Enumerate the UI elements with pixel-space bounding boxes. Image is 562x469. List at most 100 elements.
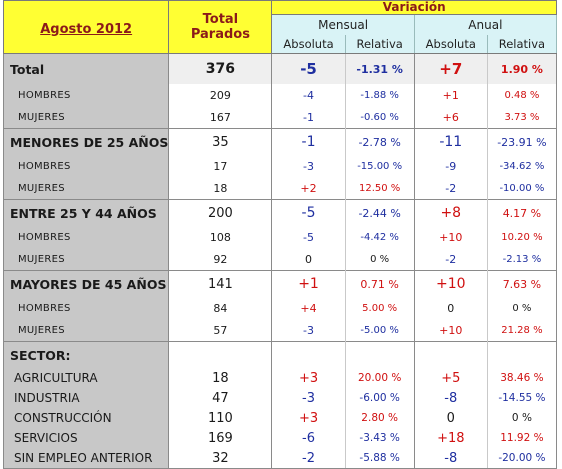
anual-absoluta-value: +10 (413, 270, 488, 297)
anual-absoluta-value: 0 (413, 297, 488, 319)
mensual-relativa-value: -5.00 % (344, 319, 415, 342)
anual-absoluta-value: +5 (413, 368, 488, 388)
row-total: 110 (168, 408, 273, 428)
anual-absoluta-value: +10 (413, 226, 488, 248)
table-row: HOMBRES 17 -3 -15.00 % -9 -34.62 % (2, 155, 558, 177)
anual-relativa-value: -2.13 % (486, 248, 558, 271)
anual-relativa-value: 1.90 % (486, 53, 558, 84)
anual-absoluta-value: 0 (413, 408, 488, 428)
mensual-relativa-value: 5.00 % (344, 297, 415, 319)
empty-cell (271, 341, 346, 368)
table-row: CONSTRUCCIÓN 110 +3 2.80 % 0 0 % (2, 408, 558, 428)
total-header-line2: Parados (190, 27, 250, 42)
mensual-relativa-value: -1.31 % (344, 53, 415, 84)
table-row: MUJERES 167 -1 -0.60 % +6 3.73 % (2, 106, 558, 129)
mensual-absoluta-value: -5 (271, 199, 346, 226)
mensual-absoluta-value: +2 (271, 177, 346, 200)
row-total: 57 (168, 319, 273, 342)
mensual-absoluta-value: -1 (271, 128, 346, 155)
mensual-relativa-value: -5.88 % (344, 448, 415, 469)
row-total: 17 (168, 155, 273, 177)
table-row-entre-25-44: ENTRE 25 Y 44 AÑOS 200 -5 -2.44 % +8 4.1… (2, 199, 558, 226)
row-total: 18 (168, 368, 273, 388)
anual-relativa-header: Relativa (486, 35, 558, 55)
row-label: MENORES DE 25 AÑOS: (2, 128, 170, 155)
row-label: ENTRE 25 Y 44 AÑOS (2, 199, 170, 226)
empty-cell (344, 341, 415, 368)
row-label: MAYORES DE 45 AÑOS (2, 270, 170, 297)
mensual-relativa-value: 20.00 % (344, 368, 415, 388)
table-row: SERVICIOS 169 -6 -3.43 % +18 11.92 % (2, 428, 558, 448)
table-row: HOMBRES 84 +4 5.00 % 0 0 % (2, 297, 558, 319)
row-total: 209 (168, 84, 273, 106)
variacion-header: Variación (271, 0, 557, 15)
anual-absoluta-value: +6 (413, 106, 488, 129)
row-label: SERVICIOS (2, 428, 170, 448)
period-header-cell: Agosto 2012 (2, 0, 170, 54)
total-header-line1: Total (202, 12, 239, 27)
mensual-absoluta-value: +3 (271, 368, 346, 388)
table-row: AGRICULTURA 18 +3 20.00 % +5 38.46 % (2, 368, 558, 388)
mensual-relativa-header: Relativa (344, 35, 415, 55)
mensual-relativa-value: -3.43 % (344, 428, 415, 448)
row-label: HOMBRES (2, 84, 170, 106)
anual-absoluta-value: -2 (413, 248, 488, 271)
table-row: SIN EMPLEO ANTERIOR 32 -2 -5.88 % -8 -20… (2, 448, 558, 469)
row-total: 169 (168, 428, 273, 448)
mensual-absoluta-value: -4 (271, 84, 346, 106)
anual-absoluta-value: -8 (413, 448, 488, 469)
anual-relativa-value: 7.63 % (486, 270, 558, 297)
row-label: MUJERES (2, 319, 170, 342)
mensual-header: Mensual (271, 14, 415, 36)
row-total: 167 (168, 106, 273, 129)
row-label: AGRICULTURA (2, 368, 170, 388)
anual-absoluta-value: -2 (413, 177, 488, 200)
mensual-absoluta-value: +3 (271, 408, 346, 428)
mensual-absoluta-value: +1 (271, 270, 346, 297)
mensual-absoluta-value: +4 (271, 297, 346, 319)
row-total-empty (168, 341, 273, 368)
row-total: 47 (168, 388, 273, 408)
row-total: 200 (168, 199, 273, 226)
table-row: MUJERES 92 0 0 % -2 -2.13 % (2, 248, 558, 271)
row-label: HOMBRES (2, 155, 170, 177)
mensual-relativa-value: -4.42 % (344, 226, 415, 248)
mensual-relativa-value: 0.71 % (344, 270, 415, 297)
mensual-absoluta-value: -1 (271, 106, 346, 129)
anual-relativa-value: 0 % (486, 297, 558, 319)
anual-absoluta-value: -9 (413, 155, 488, 177)
mensual-absoluta-value: -2 (271, 448, 346, 469)
row-total: 32 (168, 448, 273, 469)
anual-relativa-value: 3.73 % (486, 106, 558, 129)
anual-relativa-value: -20.00 % (486, 448, 558, 469)
mensual-relativa-value: -15.00 % (344, 155, 415, 177)
row-total: 376 (168, 53, 273, 84)
mensual-relativa-value: 2.80 % (344, 408, 415, 428)
table-row-sector: SECTOR: (2, 341, 558, 368)
anual-relativa-value: -23.91 % (486, 128, 558, 155)
anual-absoluta-value: -11 (413, 128, 488, 155)
anual-relativa-value: 0.48 % (486, 84, 558, 106)
row-total: 18 (168, 177, 273, 200)
row-label: MUJERES (2, 177, 170, 200)
mensual-absoluta-value: -5 (271, 53, 346, 84)
mensual-absoluta-value: 0 (271, 248, 346, 271)
row-label: HOMBRES (2, 297, 170, 319)
table-row: HOMBRES 209 -4 -1.88 % +1 0.48 % (2, 84, 558, 106)
mensual-absoluta-value: -3 (271, 155, 346, 177)
empty-cell (413, 341, 488, 368)
mensual-relativa-value: -0.60 % (344, 106, 415, 129)
table-row: INDUSTRIA 47 -3 -6.00 % -8 -14.55 % (2, 388, 558, 408)
table-row-total: Total 376 -5 -1.31 % +7 1.90 % (2, 53, 558, 84)
row-total: 35 (168, 128, 273, 155)
table-row: HOMBRES 108 -5 -4.42 % +10 10.20 % (2, 226, 558, 248)
anual-absoluta-value: +18 (413, 428, 488, 448)
mensual-relativa-value: -2.44 % (344, 199, 415, 226)
row-total: 141 (168, 270, 273, 297)
row-label: SIN EMPLEO ANTERIOR (2, 448, 170, 469)
mensual-absoluta-value: -6 (271, 428, 346, 448)
row-label: CONSTRUCCIÓN (2, 408, 170, 428)
row-total: 108 (168, 226, 273, 248)
mensual-relativa-value: -2.78 % (344, 128, 415, 155)
